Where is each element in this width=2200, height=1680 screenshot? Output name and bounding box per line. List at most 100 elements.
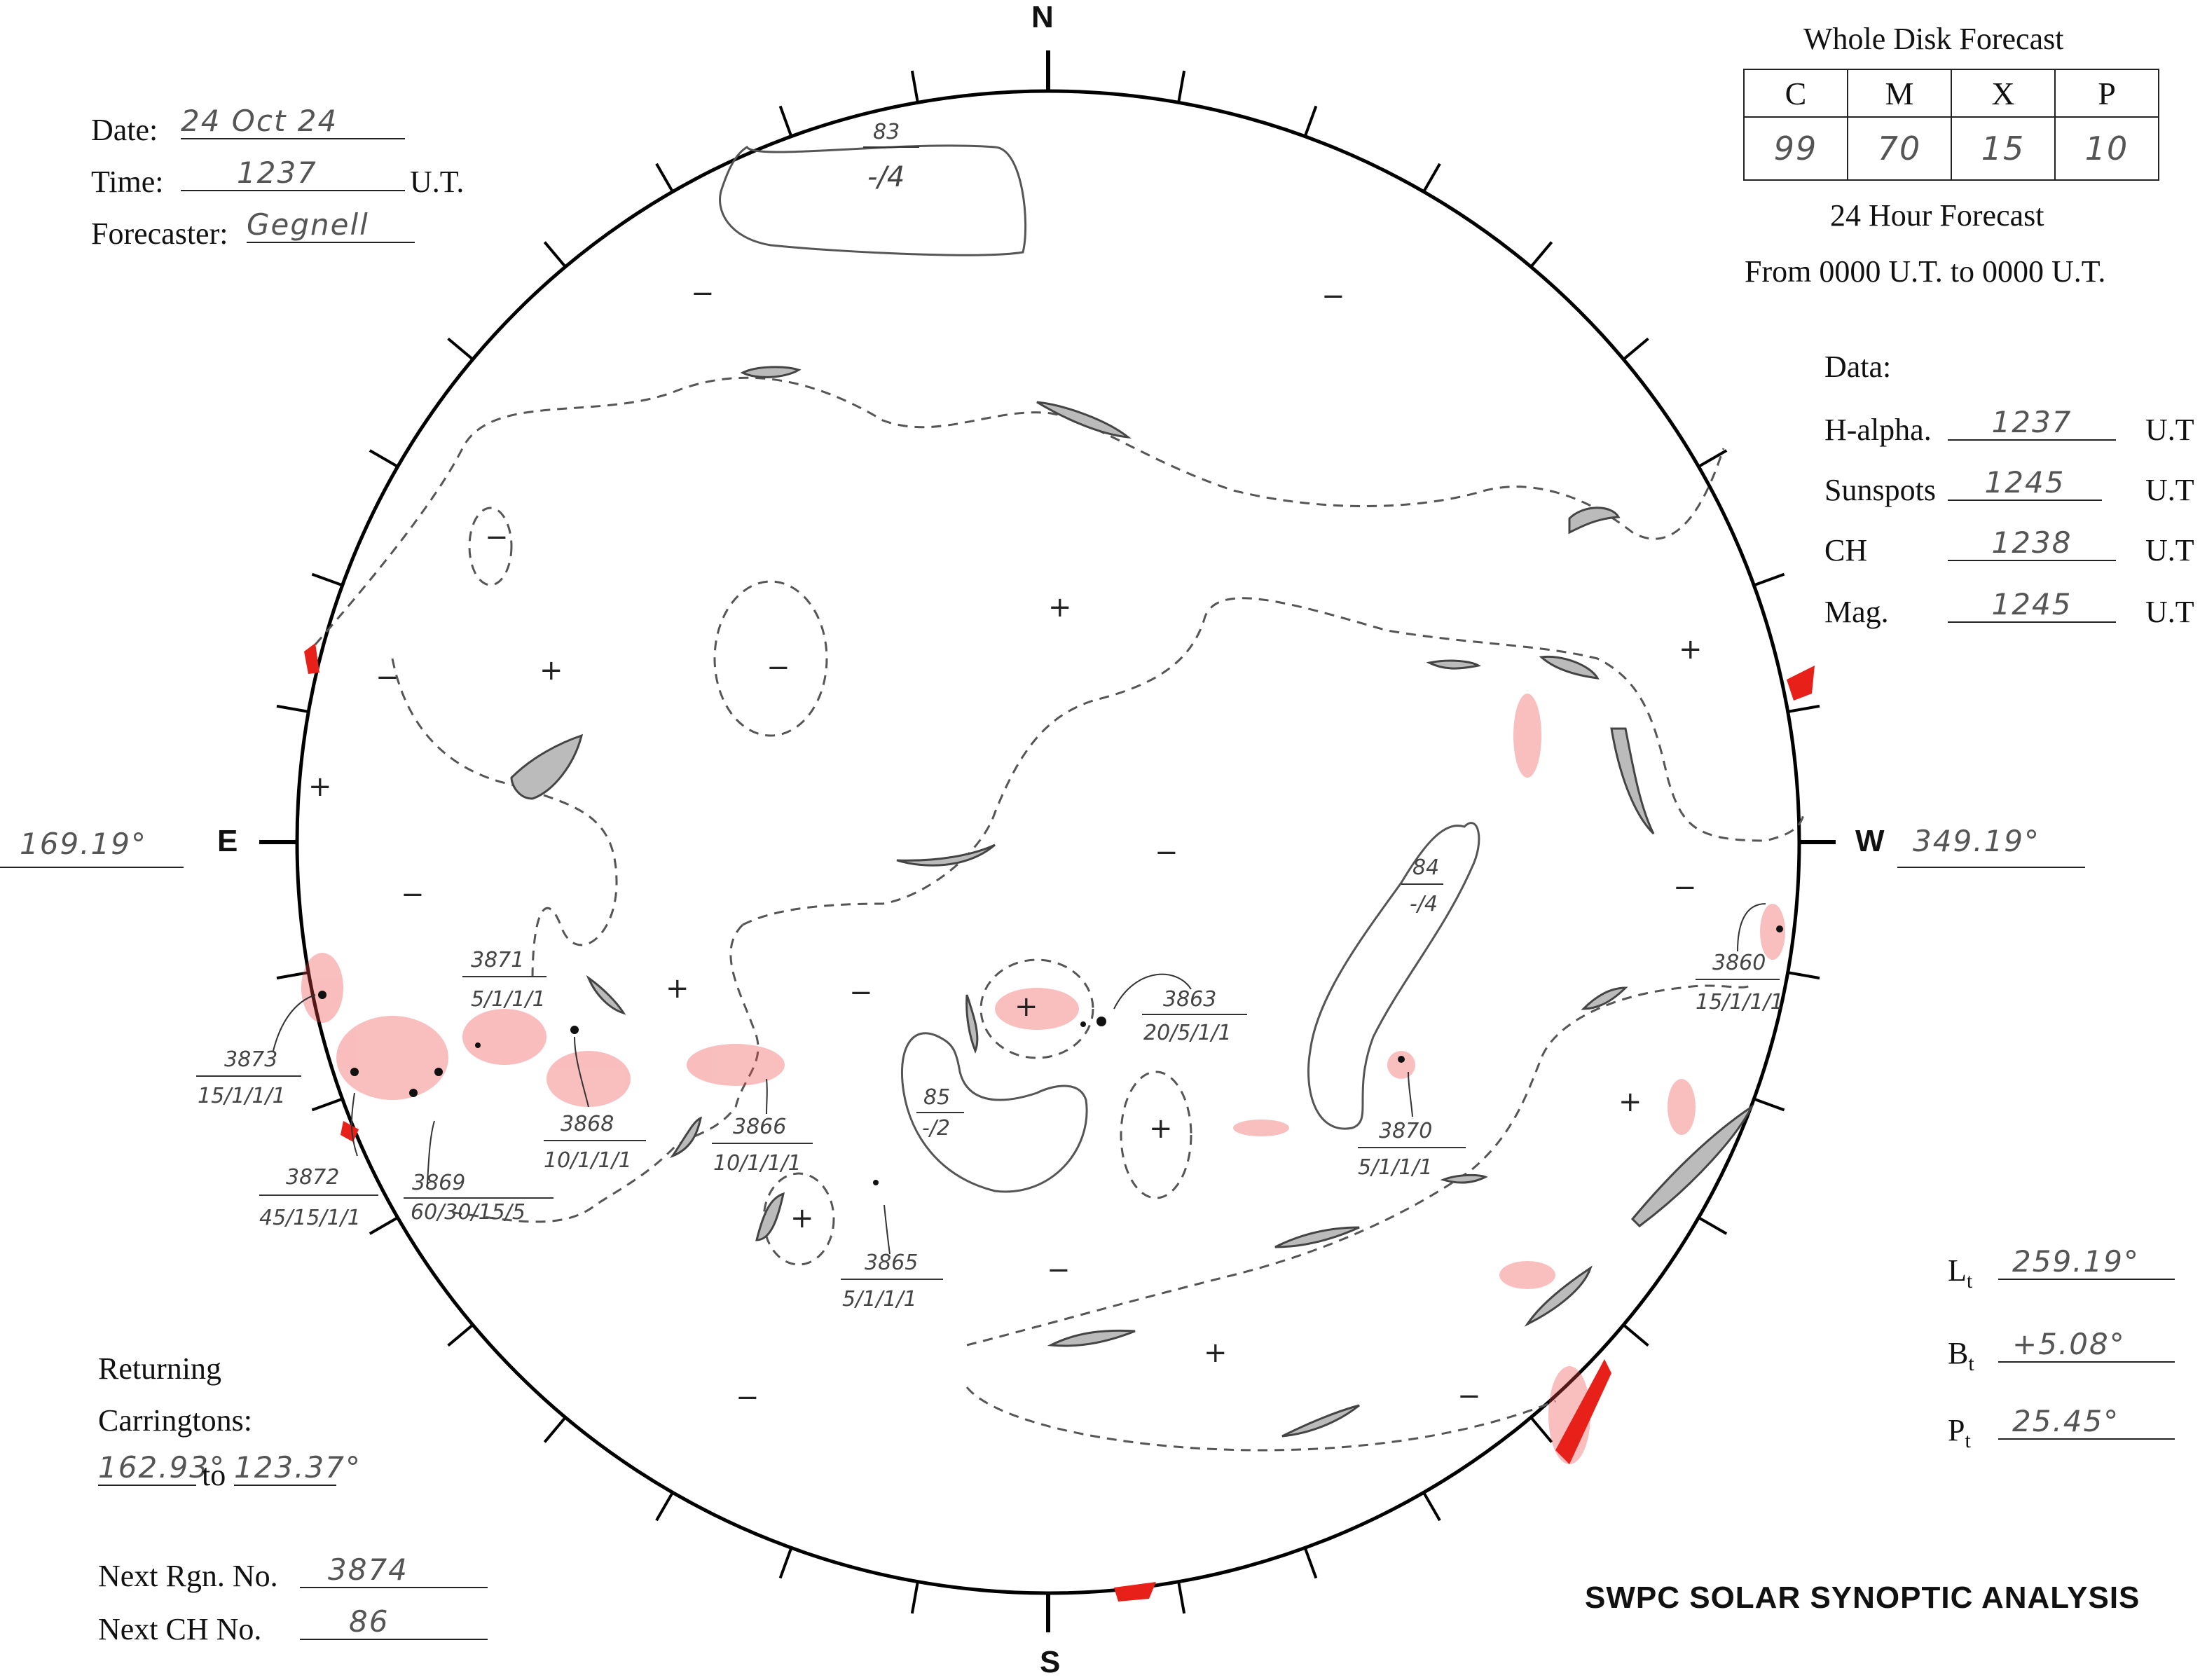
filament-17 xyxy=(1524,1265,1593,1327)
plus-marker-2: + xyxy=(1048,591,1072,624)
data-halpha-unit: U.T xyxy=(2145,413,2194,447)
coronal-hole-83-number: 83 xyxy=(873,120,900,144)
forecaster-label: Forecaster: xyxy=(91,216,228,251)
sunspot-4 xyxy=(434,1068,443,1076)
limb-tick xyxy=(655,163,674,193)
minus-marker-8: − xyxy=(1673,872,1697,904)
neutral-line-south-west xyxy=(448,923,759,1223)
filament-2 xyxy=(1036,401,1132,439)
forecast-col-p: P xyxy=(2054,69,2159,118)
plus-marker-9: + xyxy=(1618,1086,1642,1118)
data-halpha-value: 1237 xyxy=(1948,405,2116,441)
filament-4 xyxy=(510,734,584,800)
neutral-loop-2 xyxy=(468,507,513,586)
minus-marker-2: − xyxy=(1321,280,1345,312)
minus-marker-4: − xyxy=(766,652,790,684)
west-longitude-value: 349.19° xyxy=(1913,824,2040,858)
next-rgn-label: Next Rgn. No. xyxy=(98,1559,278,1593)
carrington-from: 162.93° xyxy=(98,1450,226,1486)
sunspot-7 xyxy=(1096,1017,1106,1026)
compass-west: W xyxy=(1855,824,1885,858)
limb-flare-1 xyxy=(304,643,319,674)
filament-3 xyxy=(1568,507,1621,535)
limb-ticks xyxy=(276,70,1820,1614)
forecast-col-x: X xyxy=(1951,69,2056,118)
minus-marker-11: − xyxy=(736,1382,759,1414)
limb-tick xyxy=(276,971,309,980)
carrington-to: 123.37° xyxy=(234,1450,362,1486)
limb-tick xyxy=(311,572,343,587)
limb-flare-4 xyxy=(1555,1359,1611,1464)
filament-16 xyxy=(1630,1103,1754,1227)
plus-marker-8: + xyxy=(790,1202,814,1234)
date-label: Date: xyxy=(91,113,158,147)
filament-9 xyxy=(586,975,626,1015)
filament-6 xyxy=(1539,655,1600,680)
filament-15 xyxy=(1274,1226,1360,1248)
limb-tick xyxy=(276,704,309,713)
data-mag-label: Mag. xyxy=(1824,595,1889,629)
forecast-val-m: 70 xyxy=(1847,116,1952,181)
compass-east: E xyxy=(217,824,238,858)
sunspot-3 xyxy=(409,1089,418,1097)
region-3860-number: 3860 xyxy=(1712,951,1766,975)
data-ch-unit: U.T xyxy=(2145,533,2194,567)
limb-tick xyxy=(1529,241,1553,268)
region-3865-number: 3865 xyxy=(865,1251,918,1275)
data-ch-label: CH xyxy=(1824,533,1868,567)
filament-10 xyxy=(965,994,979,1054)
region-3871-data: 5/1/1/1 xyxy=(471,987,546,1012)
limb-tick xyxy=(1177,70,1186,103)
pt-value: 25.45° xyxy=(1998,1404,2175,1440)
region-3868-data: 10/1/1/1 xyxy=(544,1148,632,1173)
plage-8 xyxy=(1513,694,1541,778)
filament-11 xyxy=(670,1116,703,1159)
polarity-markers: + + + + + + + + + + − − − − − − − − − − … xyxy=(308,277,1703,1414)
plage-7 xyxy=(1387,1051,1415,1079)
sunspot-5 xyxy=(475,1042,481,1048)
time-value: 1237 xyxy=(181,156,405,191)
neutral-line-north xyxy=(314,376,1725,645)
plus-marker-3: + xyxy=(1679,633,1703,666)
region-3860-data: 15/1/1/1 xyxy=(1696,990,1784,1014)
region-3870-number: 3870 xyxy=(1379,1119,1432,1143)
limb-tick xyxy=(311,1097,343,1112)
minus-marker-9: − xyxy=(849,977,873,1009)
coronal-hole-85 xyxy=(900,1032,1088,1193)
data-heading: Data: xyxy=(1824,350,1892,384)
coronal-hole-84-number: 84 xyxy=(1412,855,1439,880)
region-3873-number: 3873 xyxy=(224,1047,277,1072)
minus-marker-6: − xyxy=(401,879,425,911)
bt-value: +5.08° xyxy=(1998,1327,2175,1363)
sunspot-9 xyxy=(1398,1056,1405,1063)
region-3872-data: 45/15/1/1 xyxy=(259,1206,361,1230)
plus-marker-7: + xyxy=(1149,1113,1173,1145)
filament-13 xyxy=(1581,986,1628,1010)
lt-label: Lt xyxy=(1948,1253,1973,1293)
region-labels: 3873 15/1/1/1 3872 45/15/1/1 3871 5/1/1/… xyxy=(196,948,1784,1311)
forecast-col-c: C xyxy=(1743,69,1848,118)
coronal-hole-85-number: 85 xyxy=(923,1085,950,1110)
filament-19 xyxy=(1281,1404,1360,1438)
data-halpha-label: H-alpha. xyxy=(1824,413,1932,447)
forecaster-value: Gegnell xyxy=(247,207,415,243)
data-sunspots-value: 1245 xyxy=(1948,465,2102,501)
forecast-col-m: M xyxy=(1847,69,1952,118)
limb-tick xyxy=(1622,1323,1649,1347)
coronal-hole-83-value: -/4 xyxy=(867,161,905,193)
limb-flare-2 xyxy=(341,1121,359,1142)
data-sunspots-label: Sunspots xyxy=(1824,473,1936,507)
neutral-line-central xyxy=(742,597,1806,926)
region-3869-number: 3869 xyxy=(412,1171,465,1195)
plus-marker-1: + xyxy=(539,654,563,687)
plage-1 xyxy=(301,953,343,1023)
carrington-to-word: to xyxy=(202,1458,226,1492)
sunspot-10 xyxy=(1776,925,1783,932)
minus-marker-12: − xyxy=(1457,1380,1481,1412)
minus-marker-1: − xyxy=(691,277,715,310)
sunspot-6 xyxy=(570,1026,579,1034)
limb-tick xyxy=(1529,1416,1553,1443)
region-3866-data: 10/1/1/1 xyxy=(713,1151,802,1176)
neutral-line-east xyxy=(391,658,618,982)
